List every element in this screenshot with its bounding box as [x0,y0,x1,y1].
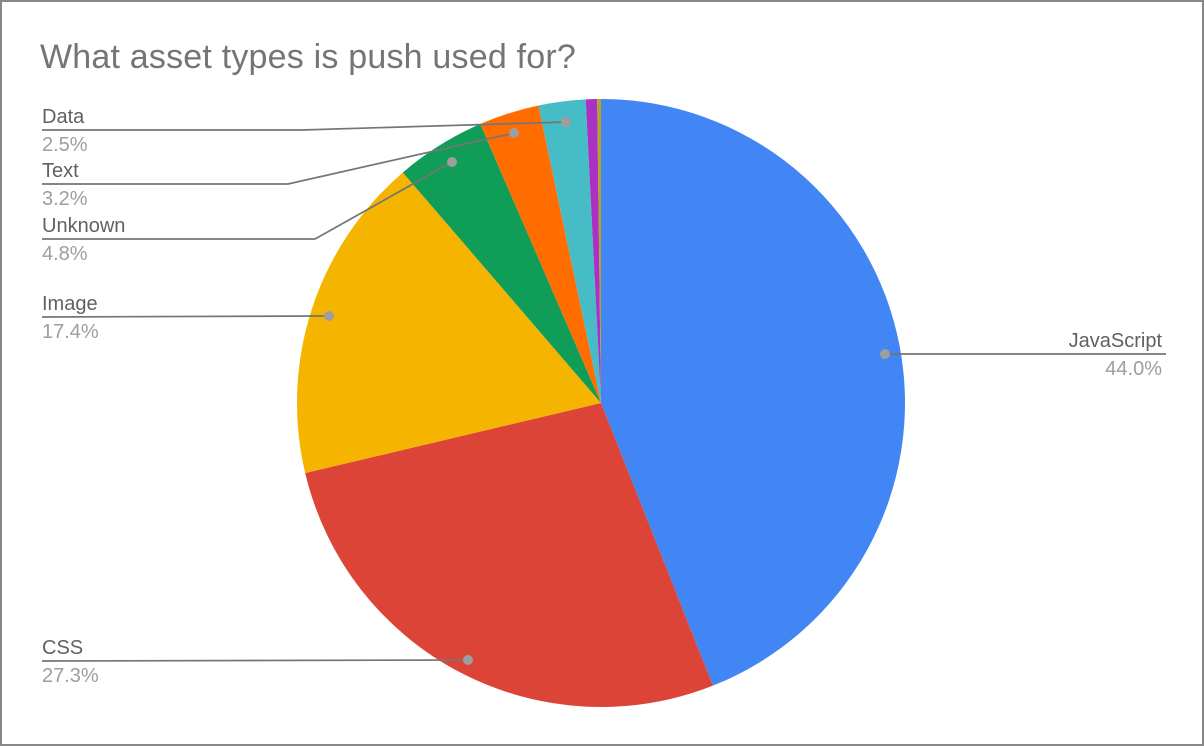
pie-label-name-text: Text [42,160,79,182]
callout-dot-unknown [447,157,457,167]
callout-dot-image [324,311,334,321]
callout-line-image [41,315,330,318]
callout-dot-data [561,117,571,127]
pie-label-pct-css: 27.3% [42,665,99,687]
pie-label-name-data: Data [42,106,85,128]
pie-label-name-unknown: Unknown [42,215,126,237]
callout-line-css [41,659,469,662]
callout-line-data [42,121,567,131]
pie-slice-data[interactable] [538,99,601,403]
pie-slice-unknown[interactable] [402,124,601,403]
pie-label-pct-image: 17.4% [42,321,99,343]
callout-dot-text [509,128,519,138]
callout-dot-css [463,655,473,665]
chart-title: What asset types is push used for? [40,38,576,76]
pie-label-name-image: Image [42,293,98,315]
callout-dot-javascript [880,349,890,359]
pie-slice-css[interactable] [305,403,713,707]
pie-label-pct-data: 2.5% [42,134,88,156]
pie-slice-unlabeled-6[interactable] [585,99,601,404]
pie-slice-image[interactable] [297,172,601,474]
pie-label-name-css: CSS [42,637,84,659]
pie-slice-javascript[interactable] [601,99,905,686]
callout-line-unknown [42,161,453,240]
pie-label-pct-text: 3.2% [42,188,88,210]
pie-slice-text[interactable] [480,105,601,403]
pie-label-name-javascript: JavaScript [1068,330,1162,352]
callout-line-text [42,132,515,185]
pie-slice-unlabeled-7[interactable] [597,98,601,404]
pie-label-pct-javascript: 44.0% [1105,358,1162,380]
pie-label-pct-unknown: 4.8% [42,243,88,265]
